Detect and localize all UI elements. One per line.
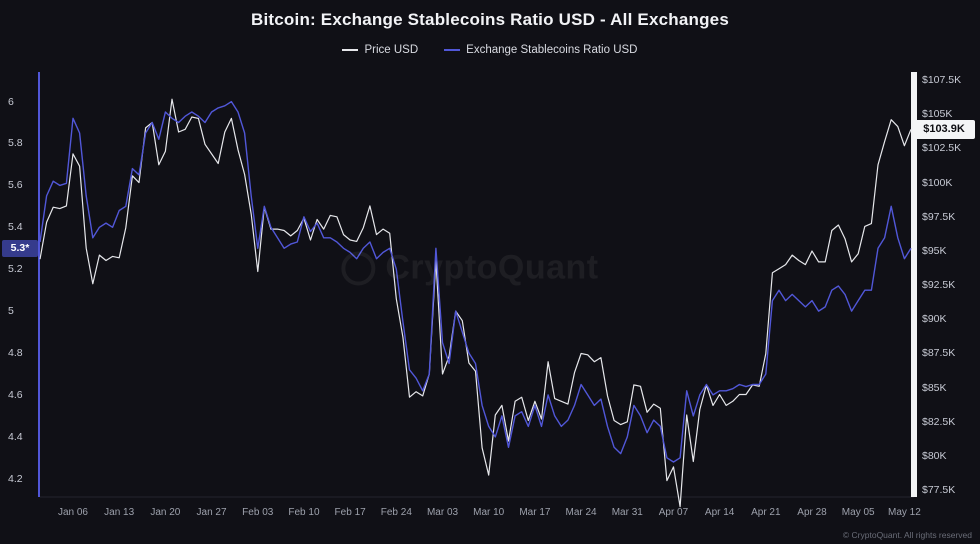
- y-axis-label-left: 5: [8, 305, 14, 318]
- x-axis-label: May 05: [841, 507, 875, 518]
- x-axis-label: Apr 14: [704, 507, 735, 518]
- x-axis-label: Apr 07: [658, 507, 689, 518]
- x-axis-label: Feb 24: [380, 507, 412, 518]
- y-axis-label-right: $102.5K: [922, 142, 962, 155]
- y-axis-label-right: $97.5K: [922, 210, 956, 223]
- x-axis-label: Jan 13: [104, 507, 135, 518]
- y-axis-label-right: $95K: [922, 244, 947, 257]
- y-axis-label-right: $82.5K: [922, 415, 956, 428]
- price-usd-line: [39, 98, 912, 508]
- y-axis-label-left: 5.2: [8, 263, 23, 276]
- y-axis-label-left: 4.2: [8, 472, 23, 485]
- x-axis-label: Feb 17: [334, 507, 366, 518]
- legend-label-stablecoins-ratio: Exchange Stablecoins Ratio USD: [466, 44, 638, 56]
- y-axis-label-left: 4.6: [8, 388, 23, 401]
- legend-item-stablecoins-ratio[interactable]: Exchange Stablecoins Ratio USD: [444, 44, 638, 56]
- y-axis-label-right: $100K: [922, 176, 953, 189]
- x-axis-label: Mar 24: [565, 507, 597, 518]
- x-axis-label: Jan 20: [150, 507, 181, 518]
- x-axis-label: Mar 10: [473, 507, 505, 518]
- ratio-line-swatch-icon: [444, 49, 461, 51]
- price-line-swatch-icon: [342, 49, 359, 51]
- y-axis-label-right: $92.5K: [922, 279, 956, 292]
- x-axis-label: Apr 28: [797, 507, 827, 518]
- y-axis-label-right: $90K: [922, 313, 947, 326]
- y-axis-label-left: 5.8: [8, 137, 23, 150]
- x-axis-label: Mar 31: [611, 507, 643, 518]
- x-axis-label: Mar 03: [426, 507, 459, 518]
- x-axis-label: May 12: [887, 507, 921, 518]
- legend-label-price-usd: Price USD: [364, 44, 419, 56]
- chart-title: Bitcoin: Exchange Stablecoins Ratio USD …: [251, 10, 729, 29]
- y-axis-label-right: $87.5K: [922, 347, 956, 360]
- stablecoins-ratio-line: [39, 100, 912, 463]
- y-axis-label-left: 5.6: [8, 179, 23, 192]
- x-axis-label: Mar 17: [519, 507, 551, 518]
- y-axis-label-left: 5.4: [8, 221, 23, 234]
- y-axis-label-left: 4.8: [8, 347, 23, 360]
- price-current-value-tag: $103.9K: [913, 119, 975, 139]
- y-axis-label-left: 6: [8, 95, 14, 108]
- y-axis-label-left: 4.4: [8, 430, 23, 443]
- legend-item-price-usd[interactable]: Price USD: [342, 44, 418, 56]
- x-axis-label: Apr 21: [751, 507, 781, 518]
- x-axis-label: Jan 06: [57, 507, 88, 518]
- copyright-footer: © CryptoQuant. All rights reserved: [842, 530, 972, 540]
- y-axis-label-right: $77.5K: [922, 484, 956, 497]
- y-axis-label-right: $85K: [922, 381, 947, 394]
- legend: Price USD Exchange Stablecoins Ratio USD: [0, 44, 980, 56]
- x-axis-label: Feb 10: [288, 507, 320, 518]
- y-axis-label-right: $107.5K: [922, 74, 962, 87]
- ratio-current-value-tag: 5.3*: [2, 239, 38, 257]
- y-axis-label-right: $80K: [922, 449, 947, 462]
- x-axis-label: Feb 03: [242, 507, 274, 518]
- x-axis-label: Jan 27: [196, 507, 227, 518]
- y-axis-label-right: $105K: [922, 108, 953, 121]
